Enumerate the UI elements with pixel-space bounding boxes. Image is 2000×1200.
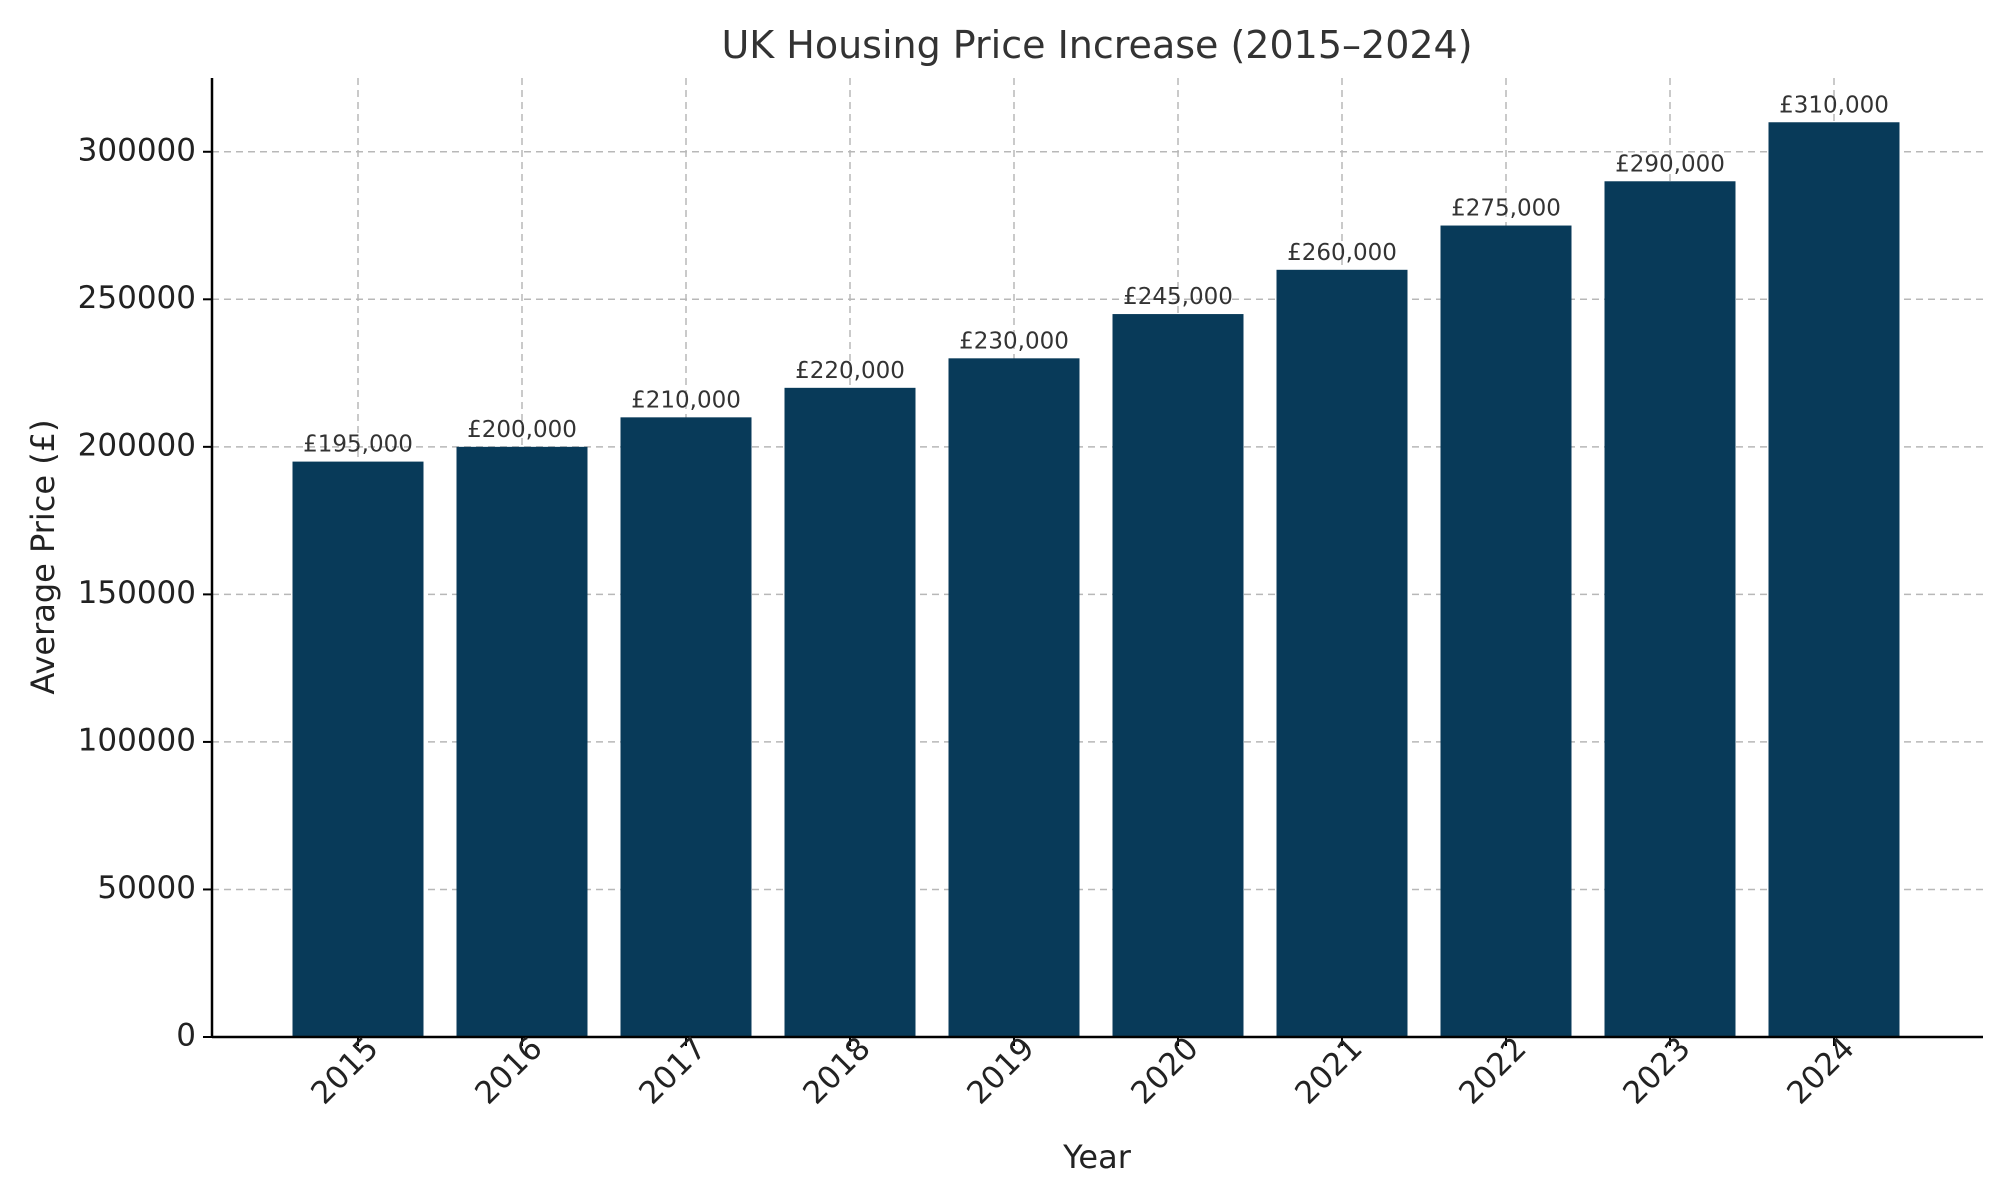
y-tick-label-250000: 250000 [78,280,196,316]
x-tick-label-2019: 2019 [960,1030,1041,1111]
bar-value-label-2024: £310,000 [1779,92,1889,118]
bar-value-labels: £195,000 £200,000 £210,000 £220,000 £230,000… [303,92,1889,457]
bar-value-label-2017: £210,000 [631,387,741,413]
bar-2018 [784,387,916,1037]
bar-value-label-2015: £195,000 [303,432,413,458]
bar-value-label-2022: £275,000 [1451,196,1561,222]
chart-title: UK Housing Price Increase (2015–2024) [721,23,1472,67]
bar-2022 [1440,225,1572,1038]
bars [292,122,1900,1038]
bar-value-label-2018: £220,000 [795,358,905,384]
y-tick-label-100000: 100000 [78,722,196,758]
bar-2020 [1112,314,1244,1037]
bar-2017 [620,417,752,1037]
bar-2024 [1768,122,1900,1037]
bar-value-label-2021: £260,000 [1287,240,1397,266]
y-axis-ticks: 0 50000 100000 150000 200000 250000 300000 [78,132,212,1054]
y-tick-label-50000: 50000 [97,870,196,906]
y-tick-label-0: 0 [176,1018,196,1054]
bar-2019 [948,358,1080,1037]
bar-value-label-2016: £200,000 [467,417,577,443]
bar-2015 [292,461,424,1038]
y-tick-label-200000: 200000 [78,427,196,463]
x-tick-label-2017: 2017 [632,1030,713,1111]
x-tick-label-2024: 2024 [1780,1030,1861,1111]
bar-2021 [1276,269,1408,1037]
bar-2023 [1604,181,1736,1037]
y-tick-label-150000: 150000 [78,575,196,611]
x-axis-ticks: 2015 2016 2017 2018 2019 2020 2021 2022 2023 2024 [304,1030,1861,1111]
y-tick-label-300000: 300000 [78,132,196,168]
x-tick-label-2023: 2023 [1616,1030,1697,1111]
x-tick-label-2016: 2016 [468,1030,549,1111]
bar-value-label-2020: £245,000 [1123,284,1233,310]
x-tick-label-2020: 2020 [1124,1030,1205,1111]
x-axis-label: Year [1062,1138,1132,1176]
y-axis-label: Average Price (£) [24,419,62,694]
x-tick-label-2018: 2018 [796,1030,877,1111]
bar-2016 [456,446,588,1037]
x-tick-label-2022: 2022 [1452,1030,1533,1111]
bar-value-label-2019: £230,000 [959,328,1069,354]
bar-value-label-2023: £290,000 [1615,151,1725,177]
x-tick-label-2015: 2015 [304,1030,385,1111]
x-tick-label-2021: 2021 [1288,1030,1369,1111]
